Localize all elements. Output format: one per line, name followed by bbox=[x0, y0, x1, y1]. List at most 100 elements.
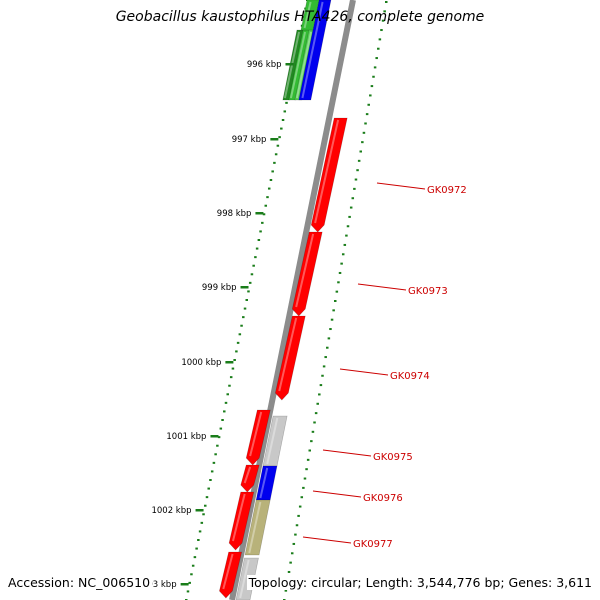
inner-track-dot bbox=[238, 333, 242, 336]
scale-tick-label: 1003 kbp bbox=[137, 580, 177, 590]
gene-label: GK0977 bbox=[353, 539, 393, 550]
gene-arrow-highlight bbox=[303, 1, 312, 29]
inner-track-dot bbox=[229, 376, 233, 379]
inner-track-dot bbox=[243, 307, 247, 310]
scale-tick-label: 1000 kbp bbox=[181, 358, 221, 368]
gene-arrow-highlight bbox=[243, 466, 252, 484]
outer-track-dot bbox=[353, 187, 356, 190]
inner-track-dot bbox=[252, 264, 255, 267]
gene-arrow-highlight bbox=[232, 493, 246, 542]
outer-track-dot bbox=[372, 75, 375, 78]
gene-arrow-highlight bbox=[289, 31, 307, 99]
inner-track-dot bbox=[259, 230, 262, 233]
inner-track-dot bbox=[212, 461, 216, 464]
outer-track-dot bbox=[300, 496, 304, 499]
gene-arrow bbox=[310, 117, 348, 233]
outer-track-dot bbox=[375, 57, 378, 60]
scale-tick-label: 996 kbp bbox=[247, 60, 282, 70]
inner-track-dot bbox=[280, 127, 283, 130]
inner-track-dot bbox=[264, 204, 268, 207]
inner-track-dot bbox=[190, 573, 193, 576]
outer-track-dot bbox=[330, 318, 334, 321]
inner-track-dot bbox=[267, 187, 271, 190]
outer-track-dot bbox=[311, 430, 315, 433]
genome-title: Geobacillus kaustophilus HTA426, complet… bbox=[115, 9, 485, 25]
gene-label-leader bbox=[312, 490, 362, 498]
scale-tick-label: 998 kbp bbox=[217, 209, 252, 219]
gene-label: GK0975 bbox=[373, 452, 413, 463]
inner-track-dot bbox=[276, 144, 280, 147]
inner-track-dot bbox=[245, 299, 248, 301]
inner-track-dot bbox=[271, 170, 274, 173]
outer-track-dot bbox=[284, 589, 288, 592]
inner-track-dot bbox=[273, 161, 276, 164]
inner-track-dot bbox=[209, 479, 212, 481]
outer-track-dot bbox=[310, 440, 313, 443]
inner-track-dot bbox=[250, 273, 254, 276]
gene-label: GK0974 bbox=[390, 371, 430, 382]
inner-track-dot bbox=[247, 290, 250, 293]
scale-tick-mark bbox=[210, 435, 219, 438]
inner-track-dot bbox=[274, 153, 278, 156]
inner-track-dot bbox=[207, 487, 210, 490]
gene-label-leader bbox=[376, 182, 426, 190]
gene-label-leader bbox=[339, 368, 389, 376]
gene-arrow bbox=[291, 231, 323, 317]
outer-track-dot bbox=[322, 365, 326, 368]
inner-track-dot bbox=[242, 316, 245, 319]
outer-track-dot bbox=[356, 169, 359, 172]
outer-track-dot bbox=[378, 38, 382, 41]
outer-track-dot bbox=[357, 159, 361, 162]
accession-text: Accession: NC_006510 bbox=[8, 575, 153, 590]
outer-track-dot bbox=[289, 561, 292, 564]
inner-track-dot bbox=[204, 504, 207, 507]
inner-track-dot bbox=[188, 581, 191, 584]
inner-track-dot bbox=[219, 427, 223, 430]
inner-track-dot bbox=[235, 350, 238, 353]
gene-arrow-highlight bbox=[249, 411, 263, 457]
inner-track-dot bbox=[221, 419, 224, 421]
outer-track-dot bbox=[346, 225, 350, 228]
scale-tick-mark bbox=[270, 138, 279, 141]
outer-track-dot bbox=[362, 131, 366, 134]
scale-tick-label: 999 kbp bbox=[202, 283, 237, 293]
gene-arrow bbox=[219, 551, 243, 599]
outer-track-dot bbox=[380, 29, 383, 32]
inner-track-dot bbox=[248, 281, 252, 284]
outer-track-dot bbox=[297, 514, 300, 517]
outer-track-dot bbox=[319, 384, 323, 387]
outer-track-dot bbox=[321, 374, 324, 377]
gene-arrow-highlight bbox=[222, 553, 234, 590]
outer-track-dot bbox=[305, 468, 308, 471]
gene-label-leader bbox=[302, 536, 352, 544]
inner-track-dot bbox=[205, 496, 209, 499]
outer-track-dot bbox=[329, 328, 332, 331]
inner-track-dot bbox=[278, 136, 281, 139]
outer-track-dot bbox=[359, 150, 362, 153]
inner-track-dot bbox=[240, 324, 243, 327]
outer-track-dot bbox=[348, 215, 351, 218]
inner-track-dot bbox=[257, 239, 261, 241]
outer-track-dot bbox=[314, 412, 318, 415]
outer-track-dot bbox=[303, 477, 307, 480]
gene-label: GK0973 bbox=[408, 286, 448, 297]
inner-track-dot bbox=[231, 367, 235, 370]
inner-track-dot bbox=[217, 436, 221, 439]
inner-track-dot bbox=[186, 590, 190, 593]
outer-track-dot bbox=[318, 393, 321, 396]
inner-track-dot bbox=[195, 547, 198, 550]
inner-track-dot bbox=[216, 444, 219, 447]
inner-track-dot bbox=[255, 247, 259, 250]
outer-track-dot bbox=[383, 10, 386, 13]
outer-track-dot bbox=[367, 103, 370, 106]
outer-track-dot bbox=[341, 253, 345, 256]
outer-track-dot bbox=[365, 113, 369, 116]
gene-arrow bbox=[244, 499, 271, 556]
inner-track-dot bbox=[226, 393, 229, 396]
gene-arrow bbox=[228, 491, 255, 551]
outer-track-dot bbox=[364, 122, 367, 125]
inner-track-dot bbox=[236, 341, 240, 344]
inner-track-dot bbox=[223, 410, 226, 413]
inner-track-dot bbox=[193, 556, 197, 559]
